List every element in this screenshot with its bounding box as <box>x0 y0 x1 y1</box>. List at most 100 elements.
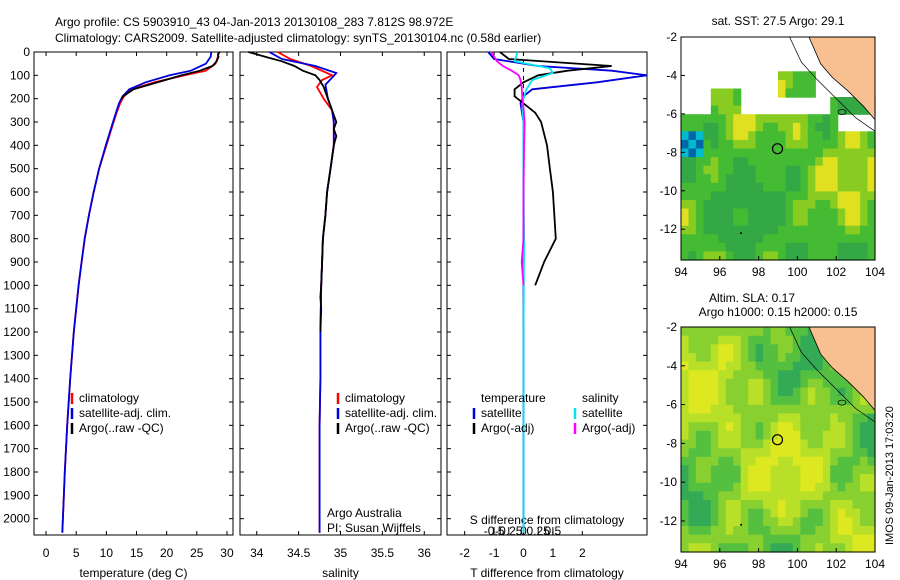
map-cell <box>755 327 764 337</box>
map-cell <box>845 474 854 484</box>
map-cell <box>740 378 749 389</box>
map-cell <box>688 182 697 192</box>
map-cell <box>703 430 712 441</box>
map-cell <box>822 251 831 261</box>
map-cell <box>852 242 861 252</box>
map-cell <box>822 439 831 449</box>
map-cell <box>815 465 824 475</box>
map-cell <box>807 353 816 363</box>
map-cell <box>755 474 764 484</box>
map-cell <box>755 396 764 406</box>
map-cell <box>800 500 809 510</box>
map-cell <box>718 174 727 184</box>
map-cell <box>785 174 794 184</box>
map-cell <box>748 370 757 380</box>
map-cell <box>837 491 846 501</box>
map-cell <box>822 217 831 227</box>
sst_map-argo-marker <box>771 143 784 155</box>
map-cell <box>845 482 854 493</box>
map-cell <box>740 335 749 345</box>
map-cell <box>815 439 824 449</box>
map-cell <box>688 148 697 158</box>
map-cell <box>718 387 727 397</box>
salinity-annotation-line1: Argo Australia <box>327 506 402 520</box>
map-cell <box>845 526 854 536</box>
map-cell <box>807 491 816 501</box>
sla_map-xtick-label: 102 <box>826 557 846 571</box>
map-cell <box>852 208 861 218</box>
map-cell <box>830 131 839 141</box>
map-cell <box>770 508 779 518</box>
map-cell <box>703 157 712 167</box>
map-cell <box>681 465 690 475</box>
map-cell <box>800 191 809 201</box>
map-cell <box>710 148 719 158</box>
depth-tick-label: 1600 <box>3 418 30 432</box>
map-cell <box>800 114 809 124</box>
map-cell <box>852 225 861 235</box>
map-cell <box>837 131 846 141</box>
map-cell <box>695 370 704 380</box>
map-cell <box>852 491 861 501</box>
map-cell <box>695 422 704 432</box>
map-cell <box>770 465 779 475</box>
sst_map-ytick-label: -4 <box>666 68 677 82</box>
map-cell <box>867 456 876 467</box>
map-cell <box>755 251 764 261</box>
map-cell <box>792 139 801 150</box>
map-cell <box>740 200 749 210</box>
map-cell <box>681 327 690 337</box>
map-cell <box>785 534 794 544</box>
map-cell <box>807 165 816 175</box>
map-cell <box>710 370 719 380</box>
map-cell <box>695 131 704 141</box>
map-cell <box>703 148 712 158</box>
map-cell <box>755 526 764 536</box>
map-cell <box>785 217 794 227</box>
map-cell <box>748 474 757 484</box>
map-cell <box>718 208 727 218</box>
map-cell <box>785 526 794 536</box>
map-cell <box>852 500 861 510</box>
map-cell <box>695 251 704 261</box>
map-cell <box>703 370 712 380</box>
map-cell <box>785 353 794 363</box>
map-cell <box>740 225 749 235</box>
map-cell <box>845 439 854 449</box>
map-cell <box>845 413 854 423</box>
map-cell <box>718 139 727 150</box>
map-cell <box>688 396 697 406</box>
map-cell <box>681 482 690 493</box>
map-cell <box>695 165 704 175</box>
map-cell <box>710 404 719 415</box>
map-cell <box>785 344 794 354</box>
map-cell <box>703 225 712 235</box>
map-cell <box>695 234 704 244</box>
map-cell <box>703 174 712 184</box>
map-cell <box>740 422 749 432</box>
map-cell <box>778 344 787 354</box>
sst-map-title: sat. SST: 27.5 Argo: 29.1 <box>712 14 845 28</box>
map-cell <box>837 174 846 184</box>
map-cell <box>800 225 809 235</box>
map-cell <box>770 526 779 536</box>
map-cell <box>770 534 779 544</box>
map-cell <box>860 413 869 423</box>
map-cell <box>718 251 727 261</box>
map-cell <box>725 148 734 158</box>
map-cell <box>748 165 757 175</box>
map-cell <box>815 387 824 397</box>
temperature-xtick-label: 0 <box>43 546 50 560</box>
map-cell <box>748 361 757 371</box>
map-cell <box>681 439 690 449</box>
map-cell <box>718 439 727 449</box>
map-cell <box>867 251 876 261</box>
map-cell <box>725 174 734 184</box>
map-cell <box>725 508 734 518</box>
map-cell <box>755 517 764 527</box>
map-cell <box>770 217 779 227</box>
map-cell <box>852 526 861 536</box>
map-cell <box>837 517 846 527</box>
map-cell <box>830 456 839 467</box>
map-cell <box>725 344 734 354</box>
